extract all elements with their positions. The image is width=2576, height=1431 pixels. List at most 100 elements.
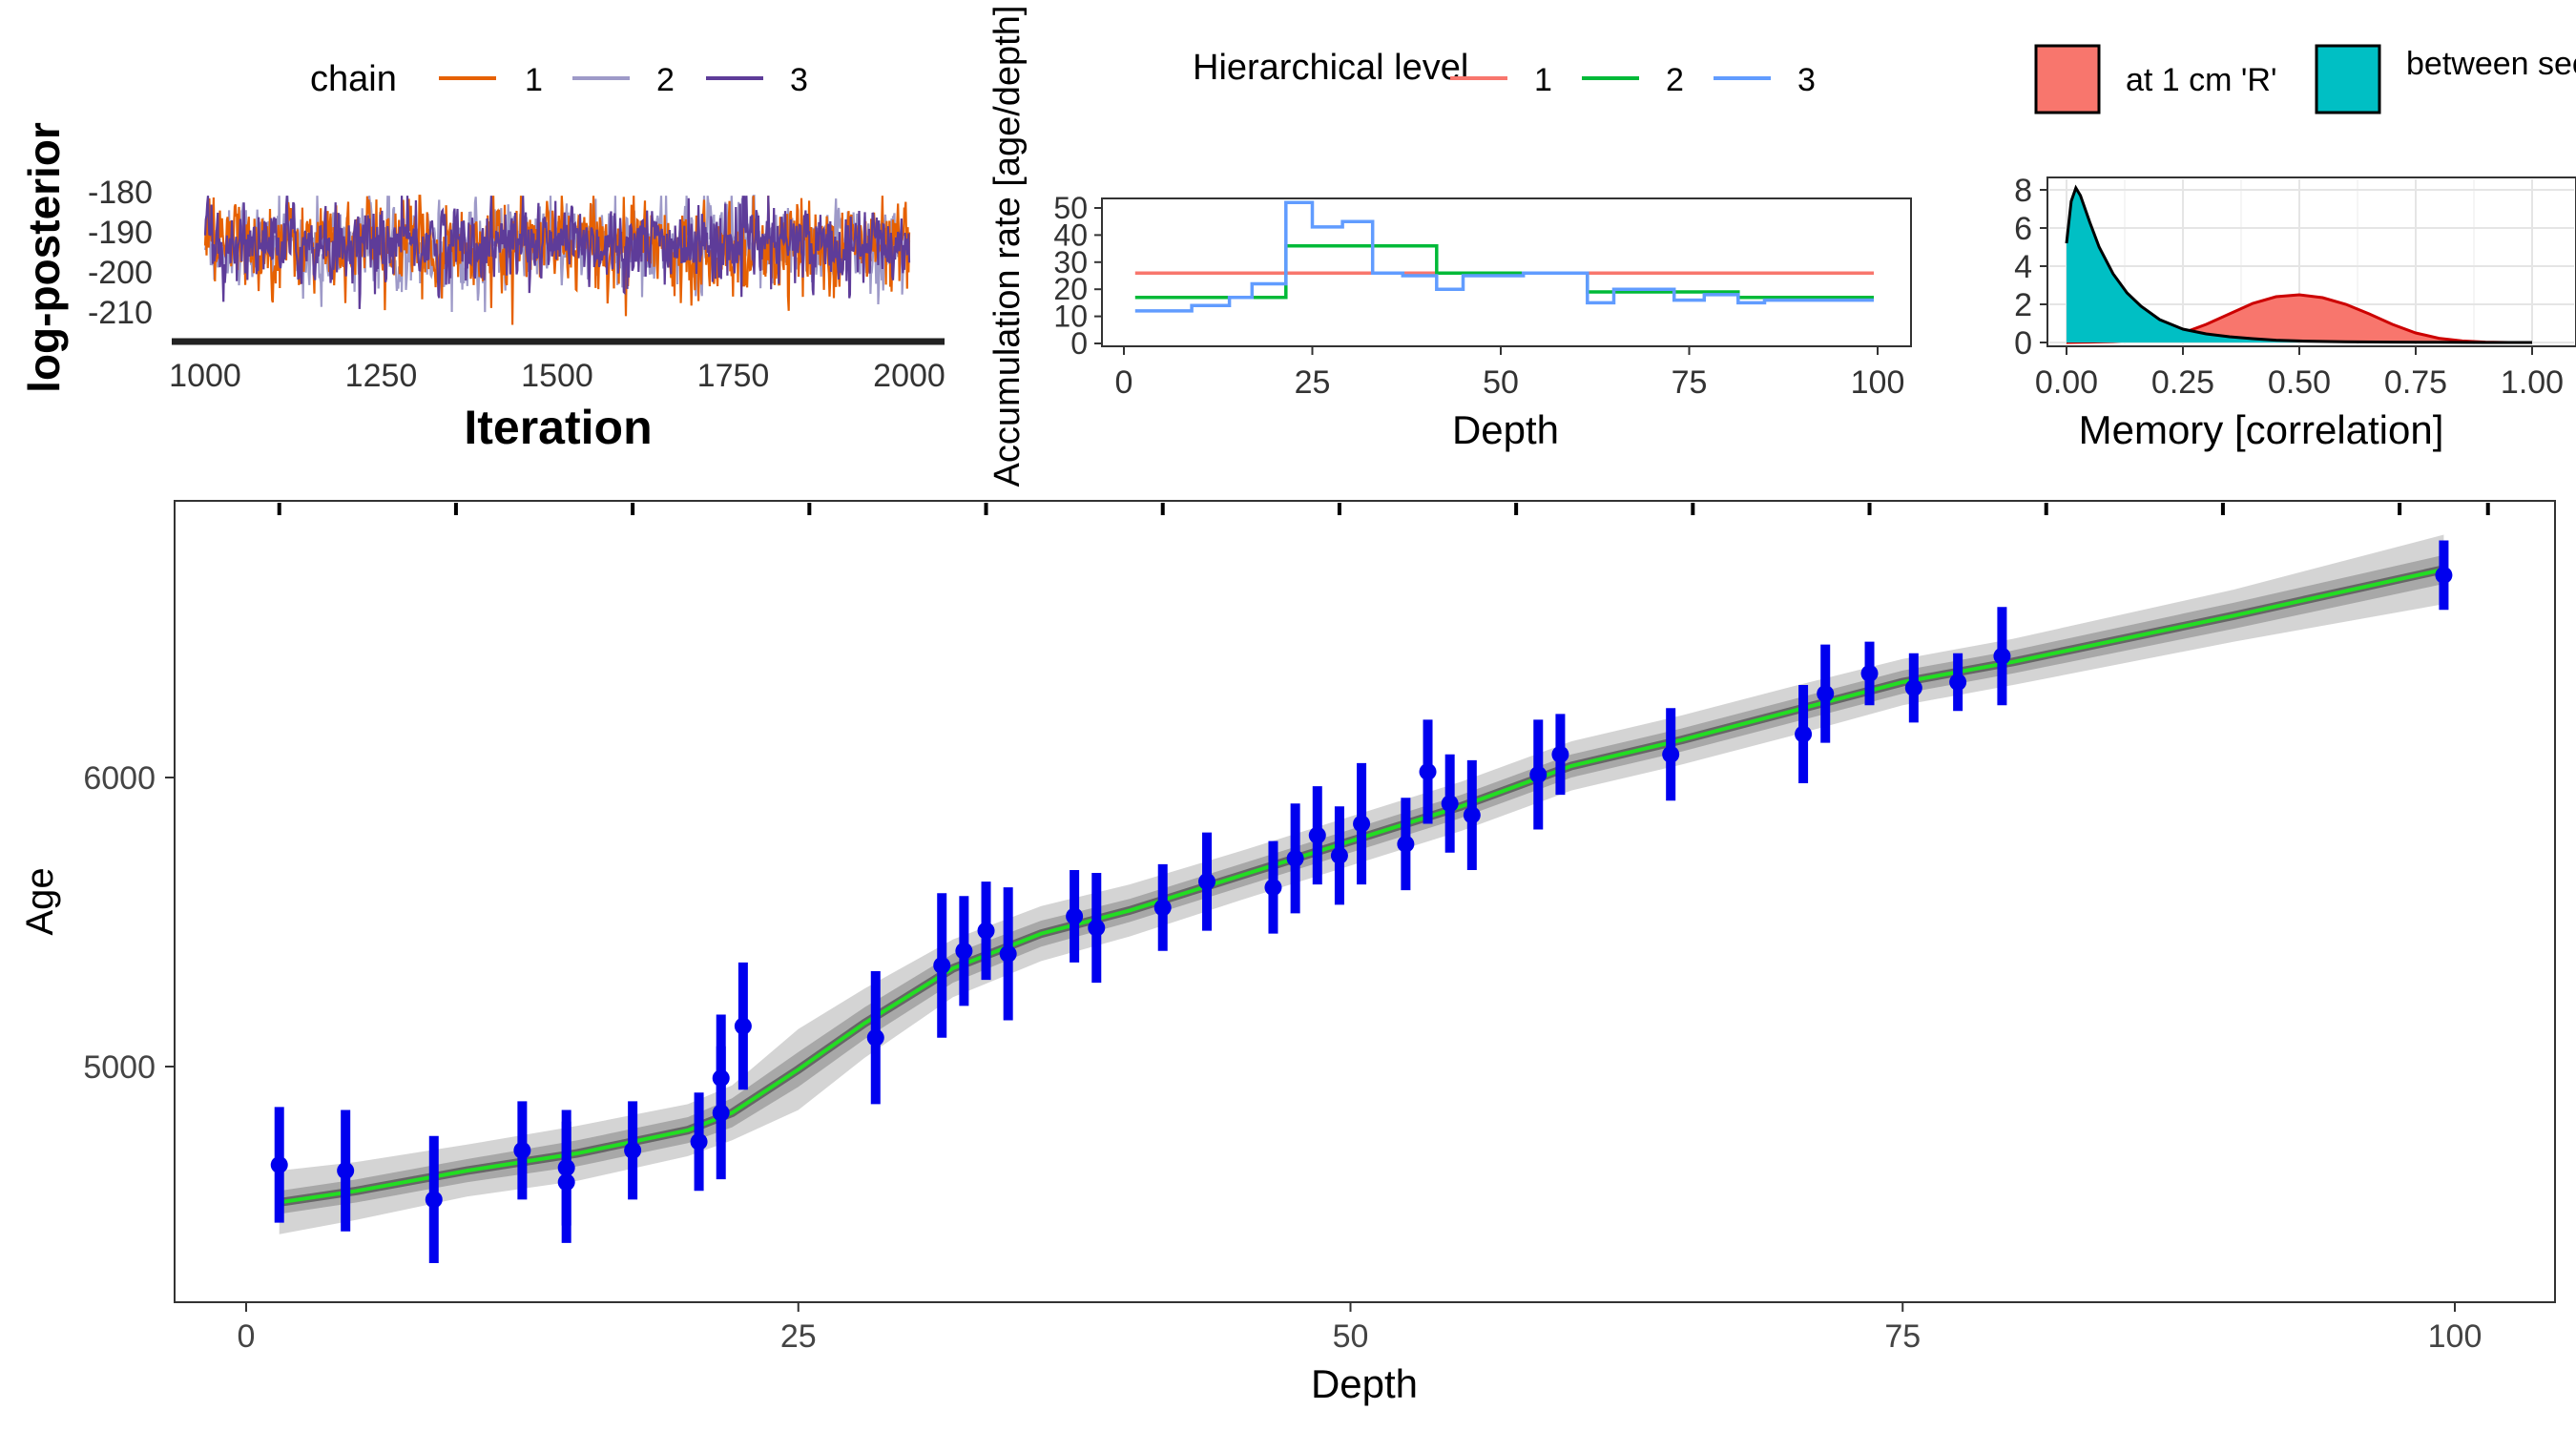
accum-x-ticks: 0 25 50 75 100 xyxy=(1115,346,1905,401)
memory-y-tick-2: 4 xyxy=(2014,249,2032,285)
date-point-34 xyxy=(1860,664,1879,682)
date-point-19 xyxy=(1198,873,1216,891)
memory-legend-key-w xyxy=(2315,44,2381,114)
age-depth-panel: 0 25 50 75 100 5000 6000 Depth Age xyxy=(19,500,2556,1406)
age-depth-y-axis-title: Age xyxy=(19,867,61,935)
date-point-27 xyxy=(1441,795,1459,813)
date-point-37 xyxy=(1993,647,2011,665)
accum-legend-label-2: 2 xyxy=(1666,62,1684,98)
memory-x-tick-4: 1.00 xyxy=(2501,364,2564,401)
trace-y-tick-3: -210 xyxy=(88,295,153,331)
date-point-28 xyxy=(1463,806,1481,824)
date-point-15 xyxy=(999,944,1017,963)
date-point-14 xyxy=(977,922,995,940)
accum-legend-label-3: 3 xyxy=(1797,62,1816,98)
age-depth-x-tick-1: 25 xyxy=(780,1318,817,1355)
trace-x-tick-4: 2000 xyxy=(873,358,945,394)
accum-legend: 1 2 3 xyxy=(1450,62,1816,98)
accum-y-tick-4: 40 xyxy=(1053,218,1088,252)
date-point-30 xyxy=(1551,745,1569,763)
accum-y-tick-1: 10 xyxy=(1053,300,1088,334)
date-point-0 xyxy=(270,1156,288,1174)
memory-y-tick-0: 0 xyxy=(2014,325,2032,362)
date-point-2 xyxy=(425,1191,443,1209)
memory-plot-area xyxy=(2065,184,2532,344)
trace-legend-label-3: 3 xyxy=(790,62,808,98)
date-point-1 xyxy=(337,1162,355,1180)
trace-x-tick-0: 1000 xyxy=(169,358,241,394)
memory-x-tick-0: 0.00 xyxy=(2035,364,2098,401)
accumulation-panel: Hierarchical level 1 2 3 0 25 50 75 100 0102… xyxy=(987,6,1912,487)
date-point-5 xyxy=(557,1173,575,1192)
accum-x-axis-title: Depth xyxy=(1452,407,1559,452)
accum-legend-label-1: 1 xyxy=(1534,62,1552,98)
accum-plot-border xyxy=(1101,197,1912,347)
date-point-11 xyxy=(866,1028,884,1047)
date-point-31 xyxy=(1662,745,1680,763)
memory-y-tick-4: 8 xyxy=(2014,173,2032,209)
accum-series-3 xyxy=(1134,200,1874,313)
accum-x-tick-4: 100 xyxy=(1851,364,1905,401)
date-point-26 xyxy=(1419,762,1437,780)
date-point-23 xyxy=(1330,846,1348,864)
trace-x-tick-1: 1250 xyxy=(345,358,418,394)
date-point-38 xyxy=(2435,566,2453,584)
memory-density-fill-1 xyxy=(2067,188,2532,342)
age-depth-y-tick-1: 6000 xyxy=(83,760,156,797)
date-point-16 xyxy=(1066,907,1084,925)
memory-y-tick-3: 6 xyxy=(2014,211,2032,247)
trace-legend: 1 2 3 xyxy=(439,62,808,98)
memory-legend-label-R: at 1 cm 'R' xyxy=(2126,62,2276,98)
age-depth-x-tick-4: 100 xyxy=(2428,1318,2483,1355)
age-depth-y-ticks: 5000 6000 xyxy=(83,760,175,1086)
date-point-12 xyxy=(933,956,951,974)
age-depth-top-ticks xyxy=(277,503,2490,515)
date-point-25 xyxy=(1397,835,1415,853)
age-depth-x-axis-title: Depth xyxy=(1311,1361,1418,1406)
date-point-22 xyxy=(1308,826,1326,844)
date-point-35 xyxy=(1904,679,1922,697)
accum-y-tick-0: 0 xyxy=(1070,326,1088,361)
accum-x-tick-1: 25 xyxy=(1295,364,1331,401)
accum-y-tick-2: 20 xyxy=(1053,272,1088,306)
date-point-21 xyxy=(1286,849,1304,867)
date-point-18 xyxy=(1153,899,1172,917)
memory-x-tick-3: 0.75 xyxy=(2384,364,2447,401)
accum-y-tick-3: 30 xyxy=(1053,245,1088,280)
accum-y-axis-title: Accumulation rate [age/depth] xyxy=(987,6,1028,487)
memory-legend-key-R xyxy=(2034,44,2101,114)
memory-x-ticks: 0.00 0.25 0.50 0.75 1.00 xyxy=(2035,346,2564,401)
memory-legend-label-w: between sections 'w' xyxy=(2406,46,2576,82)
date-point-20 xyxy=(1264,879,1282,897)
trace-y-axis-title: log-posterior xyxy=(19,122,69,393)
date-point-9 xyxy=(712,1069,730,1088)
date-point-33 xyxy=(1817,685,1835,703)
memory-density-line-1 xyxy=(2065,184,2532,344)
date-point-3 xyxy=(513,1141,531,1159)
trace-y-ticks: -180 -190 -200 -210 xyxy=(88,175,153,331)
memory-density-fill-0 xyxy=(2067,295,2532,342)
age-depth-plot-border xyxy=(174,500,2556,1303)
memory-panel: at 1 cm 'R' between sections 'w' 0.00 0.2… xyxy=(2014,44,2576,452)
date-point-36 xyxy=(1949,674,1967,692)
trace-panel: chain 1 2 3 1000 1250 1500 1750 2000 -180 -19… xyxy=(19,59,945,454)
date-point-6 xyxy=(624,1141,642,1159)
accum-legend-title: Hierarchical level xyxy=(1193,48,1468,88)
memory-x-tick-1: 0.25 xyxy=(2151,364,2214,401)
date-point-10 xyxy=(734,1017,752,1035)
trace-x-tick-3: 1750 xyxy=(697,358,770,394)
date-point-13 xyxy=(955,942,973,960)
trace-plot-area xyxy=(203,195,911,325)
trace-y-tick-1: -190 xyxy=(88,215,153,251)
accum-x-tick-0: 0 xyxy=(1115,364,1133,401)
memory-legend: at 1 cm 'R' between sections 'w' xyxy=(2034,44,2576,114)
age-depth-x-ticks: 0 25 50 75 100 xyxy=(238,1302,2483,1355)
date-point-17 xyxy=(1088,919,1106,937)
date-point-32 xyxy=(1795,725,1813,743)
accum-x-tick-2: 50 xyxy=(1483,364,1519,401)
accum-plot-area xyxy=(1134,200,1874,313)
accum-x-tick-3: 75 xyxy=(1672,364,1708,401)
memory-y-tick-1: 2 xyxy=(2014,287,2032,323)
